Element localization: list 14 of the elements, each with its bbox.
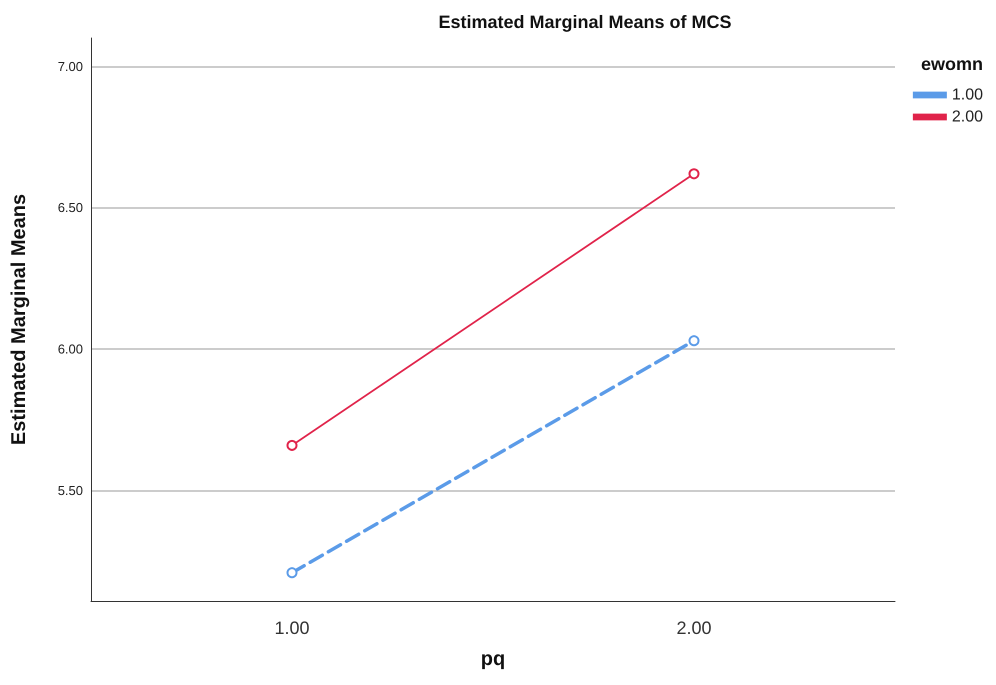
point bbox=[688, 168, 700, 180]
y-axis-title: Estimated Marginal Means bbox=[8, 194, 30, 446]
y-tick-label: 6.50 bbox=[58, 200, 83, 216]
y-tick-label: 5.50 bbox=[58, 483, 83, 498]
y-tick-label: 7.00 bbox=[58, 58, 83, 74]
point bbox=[688, 335, 700, 346]
legend-label: 1.00 bbox=[952, 86, 984, 104]
point bbox=[286, 440, 298, 451]
point bbox=[286, 567, 298, 578]
chart-title: Estimated Marginal Means of MCS bbox=[438, 12, 732, 32]
legend-label: 2.00 bbox=[952, 108, 984, 126]
x-axis-title: pq bbox=[480, 648, 506, 670]
legend-title: ewomn bbox=[921, 54, 984, 74]
y-tick-label: 6.00 bbox=[58, 342, 83, 357]
